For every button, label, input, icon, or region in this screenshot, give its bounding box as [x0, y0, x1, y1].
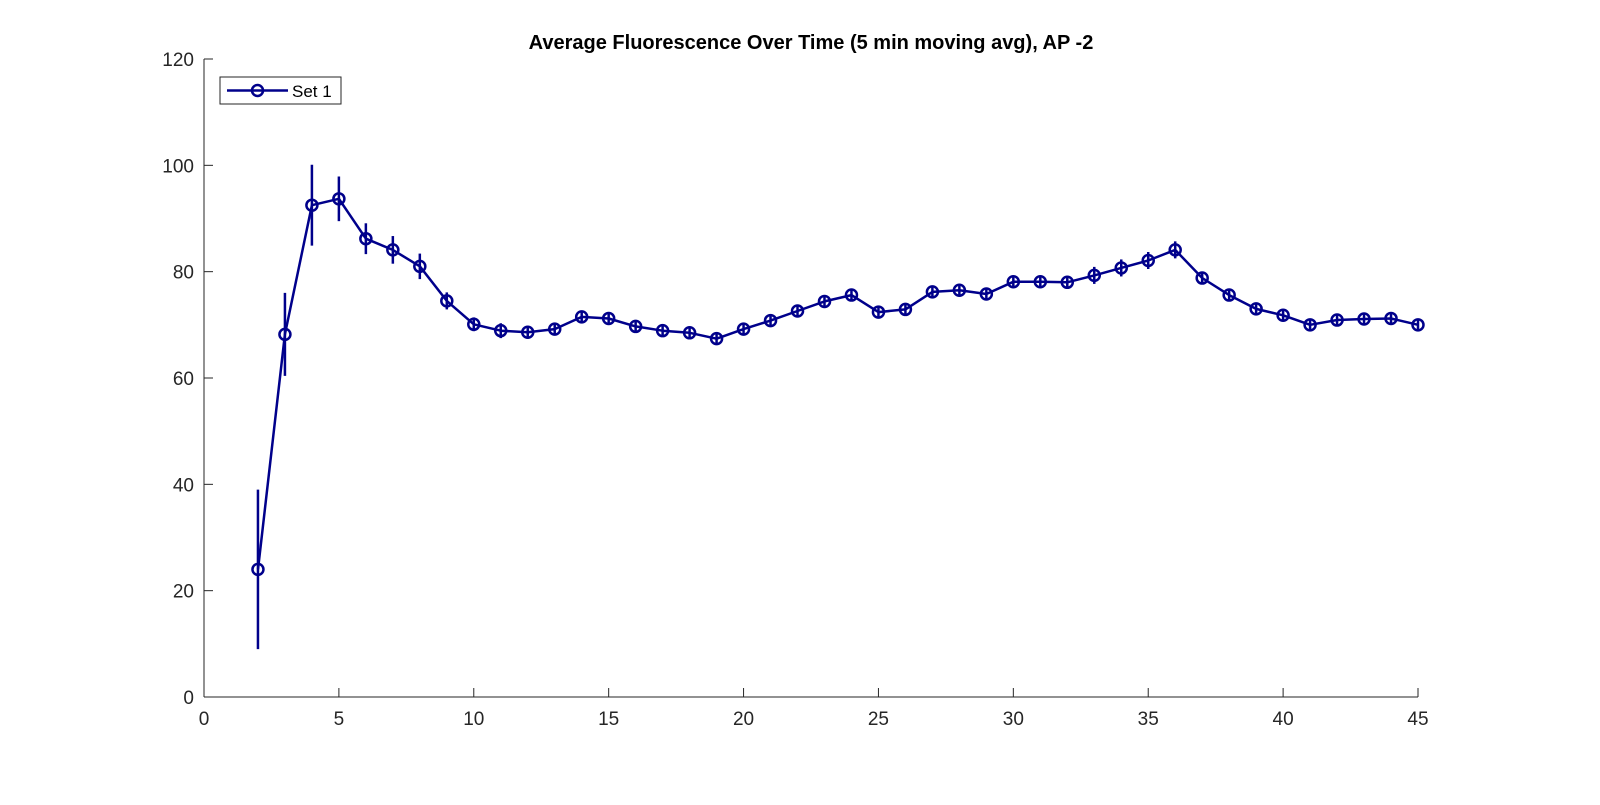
legend-marker-swatch	[250, 83, 265, 98]
y-tick-label: 40	[173, 475, 194, 496]
data-point	[1195, 271, 1209, 285]
data-point	[305, 198, 319, 212]
plot-area	[251, 164, 1425, 650]
data-point	[332, 192, 346, 206]
x-tick-label: 10	[463, 709, 484, 730]
data-point	[925, 285, 940, 299]
data-point	[601, 311, 616, 326]
data-point	[655, 323, 670, 338]
data-point	[1357, 312, 1371, 326]
data-point	[1303, 318, 1317, 332]
series-line-set-1	[256, 197, 1419, 570]
data-point	[790, 304, 805, 318]
x-tick-label: 30	[1003, 709, 1024, 730]
axes: 0 5 10 15 20 25 30 35 40 45 0 20 40 60 80 100 120	[162, 50, 1428, 730]
y-tick-label: 0	[183, 688, 194, 709]
legend: Set 1	[219, 76, 342, 105]
data-point	[467, 317, 481, 332]
data-point	[1384, 311, 1398, 326]
y-tick-label: 80	[173, 263, 194, 284]
data-point	[1006, 275, 1021, 289]
data-point	[898, 302, 913, 317]
data-point	[1249, 302, 1263, 316]
x-tick-label: 15	[598, 709, 619, 730]
data-point	[386, 243, 400, 257]
data-point	[359, 231, 373, 246]
data-point	[709, 331, 724, 346]
data-point	[844, 288, 859, 302]
data-point	[763, 313, 778, 328]
data-point	[979, 287, 994, 301]
data-point	[520, 325, 535, 340]
x-tick-label: 0	[199, 709, 210, 730]
data-point	[628, 319, 643, 334]
x-tick-label: 25	[868, 709, 889, 730]
legend-label-set-1: Set 1	[292, 82, 332, 101]
data-point	[1114, 261, 1128, 275]
data-point	[1222, 288, 1236, 302]
y-tick-label: 100	[162, 156, 194, 177]
y-tick-label: 60	[173, 369, 194, 390]
data-point	[1060, 275, 1075, 290]
data-point	[1141, 253, 1155, 268]
data-point	[736, 322, 751, 336]
data-point	[952, 283, 967, 298]
data-point	[494, 323, 508, 338]
x-tick-label: 40	[1273, 709, 1294, 730]
y-tick-label: 120	[162, 50, 194, 71]
x-tick-label: 20	[733, 709, 754, 730]
data-point	[1411, 318, 1425, 332]
data-point	[1276, 308, 1290, 323]
data-point	[1330, 313, 1344, 327]
data-point	[440, 294, 454, 308]
data-point	[871, 305, 886, 319]
data-point	[413, 259, 427, 274]
x-tick-label: 45	[1407, 709, 1428, 730]
data-point	[1168, 243, 1182, 257]
data-point	[278, 327, 292, 342]
chart-title: Average Fluorescence Over Time (5 min mo…	[529, 32, 1094, 54]
x-tick-label: 35	[1138, 709, 1159, 730]
data-point	[1087, 268, 1102, 283]
y-tick-label: 20	[173, 582, 194, 603]
data-point	[682, 326, 697, 340]
data-point	[817, 294, 832, 309]
data-point	[251, 562, 265, 577]
data-point	[547, 322, 562, 336]
data-point	[1033, 275, 1048, 289]
data-point	[574, 310, 589, 324]
x-tick-label: 5	[334, 709, 345, 730]
